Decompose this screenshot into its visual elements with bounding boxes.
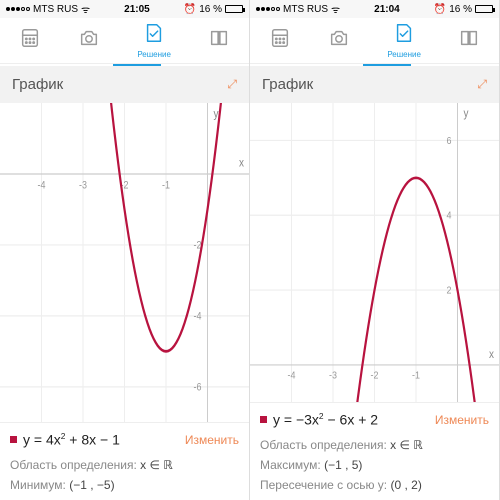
- wifi-icon: ᯤ: [331, 2, 340, 16]
- camera-tab[interactable]: [328, 27, 350, 54]
- expand-icon[interactable]: ⤢: [477, 77, 487, 92]
- camera-icon: [78, 27, 100, 54]
- svg-text:x: x: [489, 348, 495, 361]
- info-value: (−1 , 5): [324, 458, 362, 472]
- active-tab-underline: [363, 64, 411, 66]
- section-header: График ⤢: [250, 66, 499, 103]
- svg-text:4: 4: [447, 210, 453, 222]
- equation-row: y = 4x2 + 8x − 1 Изменить: [0, 422, 249, 456]
- info-row: Минимум: (−1 , −5): [10, 478, 239, 492]
- alarm-icon: ⏰: [434, 4, 446, 15]
- svg-text:-4: -4: [194, 311, 202, 323]
- book-icon: [458, 27, 480, 54]
- info-label: Максимум:: [260, 458, 321, 472]
- info-row: Максимум: (−1 , 5): [260, 458, 489, 472]
- section-title: График: [12, 76, 63, 93]
- pane-left: MTS RUSᯤ21:05⏰16 %РешениеГрафик⤢-4-3-2-1…: [0, 0, 250, 500]
- camera-icon: [328, 27, 350, 54]
- carrier-label: MTS RUS: [283, 4, 328, 15]
- tab-label: Решение: [387, 50, 421, 59]
- chart[interactable]: -4 -3 -2 -1 2 4 6 x y: [250, 103, 499, 402]
- tab-label: Решение: [137, 50, 171, 59]
- toolbar: Решение: [250, 18, 499, 64]
- battery-pct: 16 %: [199, 4, 222, 15]
- info-row: Область определения: x ∈ ℝ: [10, 458, 239, 472]
- info-row: Область определения: x ∈ ℝ: [260, 438, 489, 452]
- toolbar: Решение: [0, 18, 249, 64]
- info-value: x ∈ ℝ: [390, 438, 423, 452]
- alarm-icon: ⏰: [184, 4, 196, 15]
- solution-icon: [143, 22, 165, 49]
- section-header: График ⤢: [0, 66, 249, 103]
- calculator-tab[interactable]: [19, 27, 41, 54]
- clock: 21:05: [124, 4, 150, 15]
- wifi-icon: ᯤ: [81, 2, 90, 16]
- info-value: (−1 , −5): [69, 478, 114, 492]
- solution-icon: [393, 22, 415, 49]
- pane-right: MTS RUSᯤ 21:04 ⏰16 % Решение График ⤢ -4 -3 -2 -1…: [250, 0, 500, 500]
- book-tab[interactable]: [458, 27, 480, 54]
- svg-text:y: y: [463, 107, 469, 120]
- calculator-icon: [19, 27, 41, 54]
- svg-text:-1: -1: [412, 370, 420, 382]
- info-label: Минимум:: [10, 478, 66, 492]
- info-rows: Область определения: x ∈ ℝ Максимум: (−1 …: [250, 436, 499, 500]
- svg-text:6: 6: [447, 135, 452, 147]
- calculator-icon: [269, 27, 291, 54]
- svg-text:x: x: [239, 157, 244, 170]
- equation-row: y = −3x2 − 6x + 2 Изменить: [250, 402, 499, 436]
- edit-button[interactable]: Изменить: [185, 433, 239, 447]
- battery-pct: 16 %: [449, 4, 472, 15]
- camera-tab[interactable]: [78, 27, 100, 54]
- svg-text:-2: -2: [371, 370, 379, 382]
- carrier-label: MTS RUS: [33, 4, 78, 15]
- status-bar: MTS RUSᯤ 21:05 ⏰16 %: [0, 0, 249, 18]
- info-value: x ∈ ℝ: [140, 458, 173, 472]
- book-icon: [208, 27, 230, 54]
- chart[interactable]: -4-3-2-1-2-4-6xy: [0, 103, 249, 422]
- section-title: График: [262, 76, 313, 93]
- battery-icon: [225, 5, 243, 13]
- info-rows: Область определения: x ∈ ℝ Минимум: (−1 ,…: [0, 456, 249, 500]
- book-tab[interactable]: [208, 27, 230, 54]
- battery-icon: [475, 5, 493, 13]
- solution-tab[interactable]: Решение: [137, 22, 171, 59]
- equation-text: y = −3x2 − 6x + 2: [273, 411, 378, 428]
- svg-text:-4: -4: [38, 180, 46, 192]
- calculator-tab[interactable]: [269, 27, 291, 54]
- info-label: Область определения:: [10, 458, 137, 472]
- edit-button[interactable]: Изменить: [435, 413, 489, 427]
- solution-tab[interactable]: Решение: [387, 22, 421, 59]
- status-bar: MTS RUSᯤ 21:04 ⏰16 %: [250, 0, 499, 18]
- clock: 21:04: [374, 4, 400, 15]
- active-tab-underline: [113, 64, 161, 66]
- signal-icon: [6, 7, 30, 11]
- svg-text:-3: -3: [329, 370, 337, 382]
- signal-icon: [256, 7, 280, 11]
- equation-text: y = 4x2 + 8x − 1: [23, 431, 120, 448]
- expand-icon[interactable]: ⤢: [227, 77, 237, 92]
- equation-marker: [260, 416, 267, 423]
- svg-text:-3: -3: [79, 180, 87, 192]
- svg-text:2: 2: [447, 285, 452, 297]
- info-row: Пересечение с осью y: (0 , 2): [260, 478, 489, 492]
- info-value: (0 , 2): [390, 478, 421, 492]
- svg-text:-6: -6: [194, 382, 202, 394]
- info-label: Область определения:: [260, 438, 387, 452]
- equation-marker: [10, 436, 17, 443]
- info-label: Пересечение с осью y:: [260, 478, 387, 492]
- svg-text:-1: -1: [162, 180, 170, 192]
- svg-text:-4: -4: [288, 370, 297, 382]
